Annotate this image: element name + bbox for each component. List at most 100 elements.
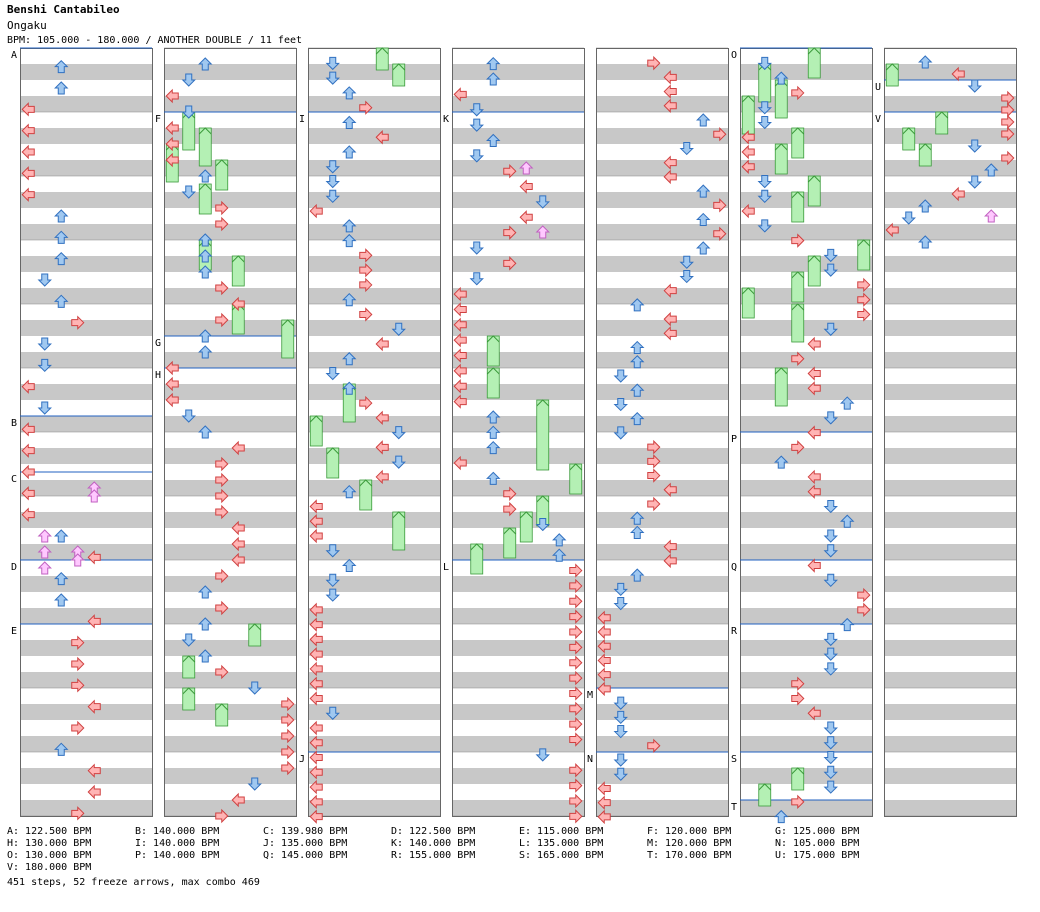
step-arrow [37, 401, 52, 415]
beat-band [741, 448, 872, 464]
step-arrow [807, 469, 821, 485]
section-label: O [731, 50, 737, 61]
step-arrow [503, 256, 517, 271]
step-arrow [325, 706, 340, 720]
step-arrow [486, 440, 501, 455]
beat-band [741, 768, 872, 784]
freeze-head [486, 335, 500, 343]
step-arrow [486, 471, 501, 485]
step-arrow [597, 681, 611, 697]
step-arrow [375, 410, 389, 426]
beat-band [597, 512, 728, 528]
beat-band [741, 576, 872, 592]
step-arrow [647, 55, 661, 71]
beat-band [309, 544, 440, 560]
step-arrow [791, 794, 805, 810]
beat-band [309, 576, 440, 592]
step-arrow [569, 624, 583, 640]
freeze-body [758, 783, 772, 807]
bpm-legend-item: N: 105.000 BPM [775, 838, 860, 849]
step-arrow [951, 186, 965, 202]
step-arrow [309, 676, 323, 691]
step-arrow [613, 597, 628, 611]
step-arrow [309, 514, 323, 529]
step-arrow [967, 139, 982, 153]
beat-band [885, 448, 1016, 464]
step-arrow [165, 392, 179, 408]
step-arrow [613, 397, 628, 412]
beat-band [597, 224, 728, 240]
beat-band [165, 480, 296, 496]
section-label: B [11, 418, 17, 429]
bpm-legend-item: Q: 145.000 BPM [263, 850, 348, 861]
step-arrow [198, 345, 213, 359]
beat-band [21, 64, 152, 80]
freeze-head [935, 111, 949, 119]
beat-band [453, 480, 584, 496]
beat-band [309, 736, 440, 752]
step-arrow [630, 298, 645, 312]
step-arrow [71, 806, 85, 821]
step-arrow [597, 610, 611, 625]
beat-band [309, 128, 440, 144]
bpm-legend-item: O: 130.000 BPM [7, 850, 92, 861]
freeze-body [791, 303, 805, 343]
freeze-head [392, 63, 406, 71]
step-arrow [391, 455, 406, 469]
step-arrow [807, 336, 821, 352]
beat-band [453, 736, 584, 752]
step-arrow [741, 130, 755, 145]
step-arrow [774, 809, 789, 824]
beat-band [21, 320, 152, 336]
step-arrow [198, 617, 213, 631]
step-arrow [453, 455, 467, 471]
step-arrow [181, 185, 196, 199]
step-arrow [791, 351, 805, 366]
step-arrow [823, 751, 838, 765]
beat-band [309, 768, 440, 784]
step-arrow [569, 763, 583, 778]
step-arrow [21, 486, 35, 501]
chart-column-frame [596, 48, 729, 817]
beat-band [885, 64, 1016, 80]
step-arrow [823, 721, 838, 735]
freeze-head [375, 47, 389, 55]
freeze-head [281, 319, 295, 327]
beat-band [885, 224, 1016, 240]
step-arrow [696, 184, 711, 198]
step-arrow [597, 639, 611, 654]
step-arrow [630, 340, 645, 355]
step-arrow [87, 699, 101, 714]
beat-band [885, 736, 1016, 752]
step-arrow [198, 425, 213, 439]
freeze-body [791, 767, 805, 791]
beat-band [21, 96, 152, 112]
step-arrow [663, 169, 677, 185]
beat-band [741, 160, 872, 176]
freeze-head [392, 511, 406, 519]
step-arrow [663, 98, 677, 113]
step-arrow [54, 251, 69, 266]
beat-band [309, 384, 440, 400]
beat-band [309, 416, 440, 432]
section-label: Q [731, 562, 737, 573]
step-arrow [198, 585, 213, 599]
step-arrow [807, 381, 821, 396]
step-arrow [342, 115, 357, 129]
bpm-legend-item: I: 140.000 BPM [135, 838, 220, 849]
step-arrow [375, 336, 389, 352]
freeze-body [392, 63, 406, 87]
step-arrow [309, 750, 323, 765]
chart-column-frame [452, 48, 585, 817]
step-arrow [21, 166, 35, 181]
beat-band [597, 480, 728, 496]
step-arrow [309, 528, 323, 544]
freeze-body [935, 111, 949, 135]
beat-band [165, 672, 296, 688]
step-arrow [663, 84, 677, 99]
step-arrow [857, 307, 871, 322]
step-arrow [342, 381, 357, 395]
chart-column-frame [164, 48, 297, 817]
beat-band [453, 576, 584, 592]
step-arrow [165, 88, 179, 104]
